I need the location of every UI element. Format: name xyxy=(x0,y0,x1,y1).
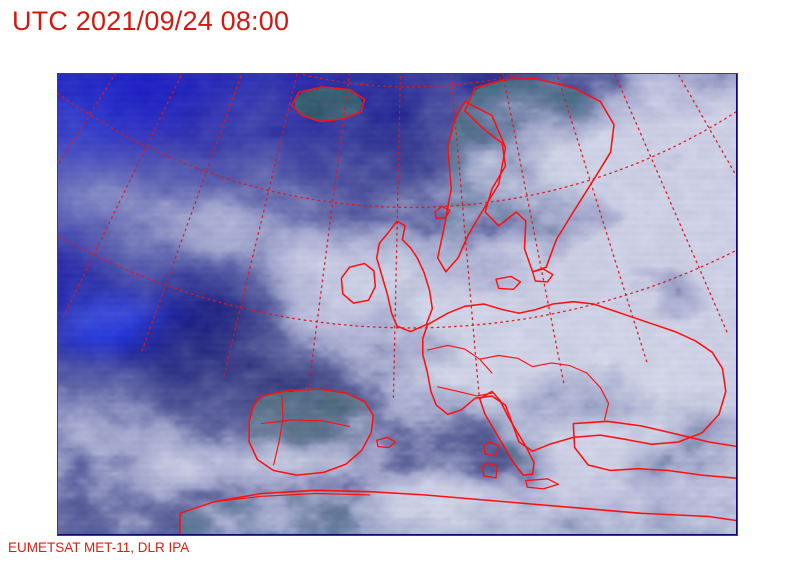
satellite-imagery xyxy=(58,74,736,534)
satellite-image-panel xyxy=(57,73,738,536)
page-title: UTC 2021/09/24 08:00 xyxy=(12,6,290,36)
image-credit: EUMETSAT MET-11, DLR IPA xyxy=(8,540,190,555)
